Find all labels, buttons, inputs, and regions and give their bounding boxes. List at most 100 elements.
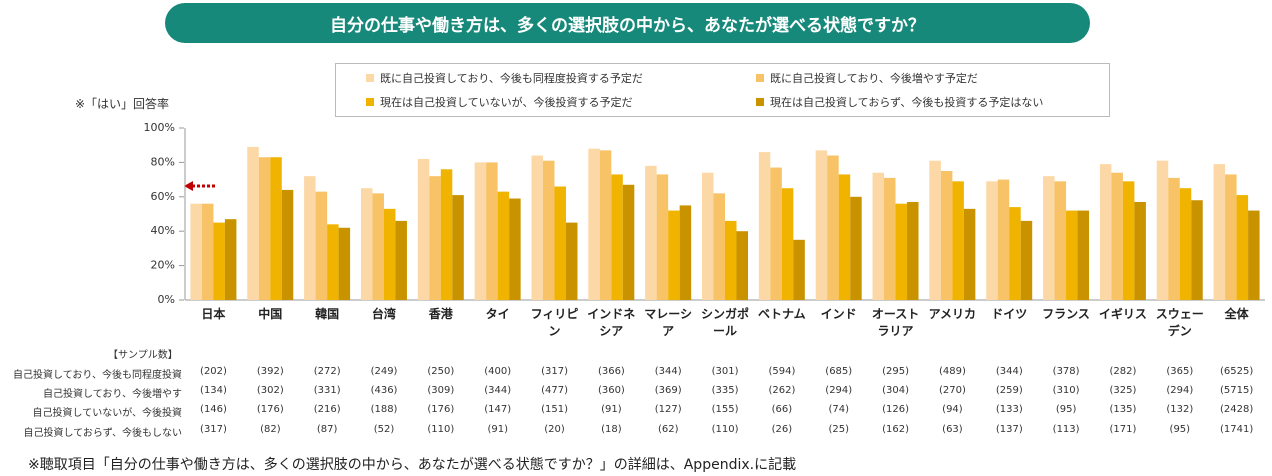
table-cell: (63) (942, 424, 963, 435)
legend-entry: 現在は自己投資しておらず、今後も投資する予定はない (756, 94, 1043, 110)
table-cell: (594) (768, 366, 796, 377)
table-cell: (66) (771, 404, 793, 415)
legend-swatch (756, 98, 764, 106)
table-cell: (335) (711, 385, 739, 396)
table-cell: (135) (1109, 404, 1137, 415)
table-cell: (216) (313, 404, 341, 415)
x-tick-label: シンガポール (700, 307, 749, 338)
bar (645, 165, 657, 300)
bar (770, 167, 782, 300)
bar (1043, 176, 1055, 300)
table-cell: (365) (1166, 366, 1194, 377)
bar (781, 188, 794, 300)
bar (542, 160, 555, 300)
bar (213, 222, 225, 300)
bar (1179, 188, 1192, 300)
table-cell: (52) (373, 424, 395, 435)
table-cell: (202) (200, 366, 227, 377)
bar (565, 222, 578, 300)
y-tick-label: 100% (144, 121, 175, 134)
bar (201, 203, 214, 300)
table-cell: (91) (487, 424, 508, 435)
y-tick-label: 60% (151, 190, 175, 203)
table-cell: (176) (256, 404, 284, 415)
bar (668, 210, 680, 300)
table-cell: (25) (828, 424, 850, 435)
table-cell: (126) (882, 404, 910, 415)
table-cell: (5715) (1220, 385, 1254, 396)
table-cell: (1741) (1220, 424, 1254, 435)
table-cell: (294) (825, 385, 853, 396)
table-cell: (110) (427, 424, 455, 435)
bar (1066, 210, 1078, 300)
x-tick-label: ドイツ (991, 307, 1028, 321)
bar (270, 157, 282, 300)
bar (997, 179, 1010, 300)
table-cell: (270) (938, 385, 966, 396)
table-cell: (344) (995, 366, 1023, 377)
bar (429, 176, 441, 300)
bar (884, 177, 896, 300)
bar (383, 208, 396, 300)
bar (679, 205, 692, 300)
table-cell: (366) (597, 366, 625, 377)
arrow-head (184, 181, 193, 191)
legend-swatch (756, 74, 764, 82)
x-tick-label: 全体 (1224, 307, 1249, 321)
table-cell: (127) (654, 404, 682, 415)
table-cell: (302) (256, 385, 284, 396)
table-cell: (18) (601, 424, 622, 435)
table-cell: (171) (1109, 424, 1137, 435)
x-tick-label: マレーシア (644, 307, 693, 338)
table-cell: (295) (882, 366, 910, 377)
bar (1134, 201, 1146, 300)
x-tick-label: 台湾 (371, 307, 396, 321)
bar (1248, 210, 1260, 300)
bar (986, 181, 998, 300)
legend: 既に自己投資しており、今後も同程度投資する予定だ 既に自己投資しており、今後増やす… (335, 63, 1110, 117)
table-cell: (250) (427, 366, 455, 377)
table-cell: (133) (995, 404, 1023, 415)
bar (440, 169, 453, 300)
table-cell: (113) (1052, 424, 1080, 435)
table-cell: (489) (938, 366, 966, 377)
x-tick-label: ベトナム (758, 307, 806, 321)
bar (907, 201, 919, 300)
table-cell: (94) (942, 404, 963, 415)
x-tick-label: インドネシア (587, 307, 636, 338)
table-cell: (146) (200, 404, 227, 415)
row-label: 自己投資しており、今後増やす (43, 389, 182, 400)
bar (963, 208, 976, 300)
bar (1009, 207, 1021, 300)
chart-title: 自分の仕事や働き方は、多くの選択肢の中から、あなたが選べる状態ですか？ (165, 3, 1090, 43)
bar (304, 176, 316, 300)
x-tick-label: インド (820, 307, 857, 321)
bar (952, 181, 964, 300)
x-tick-label: アメリカ (928, 307, 977, 321)
bar (850, 196, 862, 300)
bar (1099, 164, 1112, 300)
table-cell: (151) (541, 404, 568, 415)
bar (247, 146, 259, 300)
x-tick-label: フィリピン (530, 307, 579, 338)
table-cell: (95) (1055, 404, 1077, 415)
table-cell: (272) (313, 366, 341, 377)
bar (793, 239, 805, 300)
table-title: 【サンプル数】 (108, 350, 178, 361)
table-cell: (436) (370, 385, 398, 396)
x-tick-label: 中国 (258, 307, 283, 321)
x-tick-label: スウェーデン (1155, 307, 1204, 338)
bar (1054, 181, 1067, 300)
legend-entry: 既に自己投資しており、今後増やす予定だ (756, 70, 978, 86)
bar (281, 189, 294, 300)
x-tick-label: オーストラリア (871, 307, 920, 338)
table-cell: (26) (771, 424, 793, 435)
row-label: 自己投資しており、今後も同程度投資 (13, 370, 182, 381)
bar (713, 193, 725, 300)
table-cell: (82) (260, 424, 281, 435)
bar (327, 224, 339, 300)
footnote: ※聴取項目「自分の仕事や働き方は、多くの選択肢の中から、あなたが選べる状態ですか… (28, 457, 797, 473)
bar (929, 160, 941, 300)
bar (452, 195, 464, 300)
